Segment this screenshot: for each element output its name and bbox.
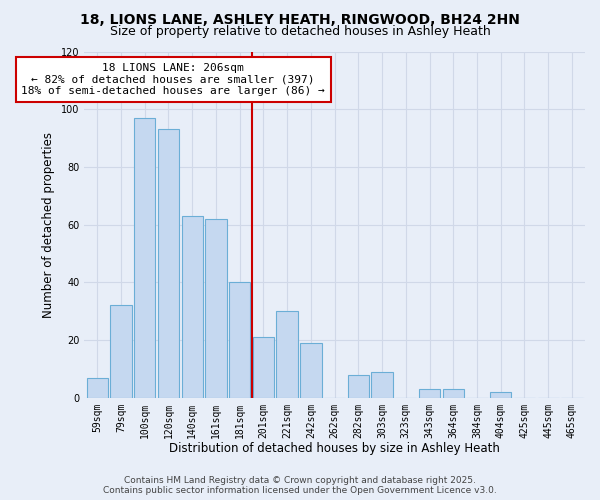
Bar (419, 389, 440, 398)
Text: 18 LIONS LANE: 206sqm
← 82% of detached houses are smaller (397)
18% of semi-det: 18 LIONS LANE: 206sqm ← 82% of detached … (22, 63, 325, 96)
Bar (490, 392, 511, 398)
Text: Size of property relative to detached houses in Ashley Heath: Size of property relative to detached ho… (110, 25, 490, 38)
Bar (205, 219, 227, 398)
Bar (277, 311, 298, 398)
Text: Contains HM Land Registry data © Crown copyright and database right 2025.
Contai: Contains HM Land Registry data © Crown c… (103, 476, 497, 495)
Bar (182, 216, 203, 398)
Bar (229, 282, 250, 398)
Bar (158, 130, 179, 398)
Text: 18, LIONS LANE, ASHLEY HEATH, RINGWOOD, BH24 2HN: 18, LIONS LANE, ASHLEY HEATH, RINGWOOD, … (80, 12, 520, 26)
Bar (134, 118, 155, 398)
Bar (443, 389, 464, 398)
Bar (300, 343, 322, 398)
Bar (371, 372, 393, 398)
X-axis label: Distribution of detached houses by size in Ashley Heath: Distribution of detached houses by size … (169, 442, 500, 455)
Bar (253, 337, 274, 398)
Bar (110, 306, 131, 398)
Bar (347, 374, 369, 398)
Y-axis label: Number of detached properties: Number of detached properties (43, 132, 55, 318)
Bar (86, 378, 108, 398)
